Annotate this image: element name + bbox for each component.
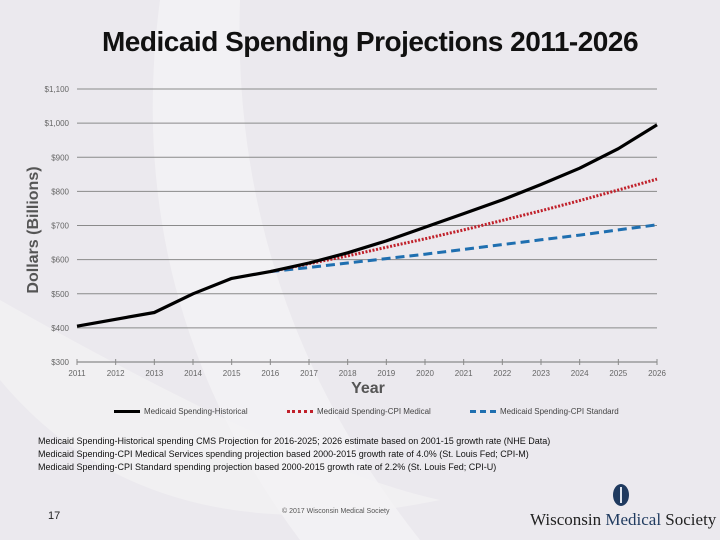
x-tick-label: 2014	[184, 369, 202, 378]
x-tick-label: 2026	[648, 369, 666, 378]
legend-swatch-dashed	[470, 410, 496, 413]
y-tick-label: $500	[51, 290, 69, 299]
note-line: Medicaid Spending-Historical spending CM…	[38, 436, 551, 446]
y-tick-label: $900	[51, 153, 69, 162]
legend-label: Medicaid Spending-CPI Medical	[317, 407, 431, 416]
x-tick-label: 2011	[68, 369, 86, 378]
series-line-medicaid-spending-historical	[76, 123, 658, 328]
x-tick-label: 2012	[107, 369, 125, 378]
copyright: © 2017 Wisconsin Medical Society	[282, 508, 390, 515]
y-axis-ticks: $300 $400 $500 $600 $700 $800 $900 $1,000 $1,100	[45, 85, 70, 367]
page-number: 17	[48, 510, 61, 522]
wisconsin-medical-society-logo: Wisconsin Medical Society	[525, 482, 716, 534]
y-tick-label: $400	[51, 324, 69, 333]
x-tick-label: 2025	[609, 369, 627, 378]
y-tick-label: $700	[51, 222, 69, 231]
x-tick-label: 2022	[493, 369, 511, 378]
legend-label: Medicaid Spending-CPI Standard	[500, 407, 619, 416]
y-tick-label: $1,000	[45, 119, 70, 128]
x-axis-label: Year	[351, 380, 385, 397]
caduceus-icon	[613, 484, 629, 506]
note-line: Medicaid Spending-CPI Medical Services s…	[38, 449, 529, 459]
logo-text-part: Medical	[605, 510, 662, 529]
chart-title: Medicaid Spending Projections 2011-2026	[101, 26, 639, 57]
x-tick-label: 2018	[339, 369, 357, 378]
x-tick-label: 2017	[300, 369, 318, 378]
x-tick-label: 2024	[571, 369, 589, 378]
x-tick-label: 2013	[145, 369, 163, 378]
y-tick-label: $1,100	[45, 85, 70, 94]
legend-label: Medicaid Spending-Historical	[144, 407, 248, 416]
x-axis: 2011 2012 2013 2014 2015 2016 2017 2018 2019 2020…	[68, 359, 666, 378]
legend-swatch-dotted	[287, 410, 313, 413]
y-tick-label: $600	[51, 256, 69, 265]
chart-legend: Medicaid Spending-Historical Medicaid Sp…	[0, 407, 720, 421]
series-line-medicaid-spending-cpi-medical	[269, 177, 658, 274]
source-notes: Medicaid Spending-Historical spending CM…	[38, 435, 550, 474]
logo-text-part: Wisconsin	[530, 510, 606, 529]
y-axis-label: Dollars (Billions)	[25, 166, 42, 294]
logo-text: Wisconsin Medical Society	[530, 510, 716, 530]
x-tick-label: 2019	[377, 369, 395, 378]
legend-swatch-solid	[114, 410, 140, 413]
x-tick-label: 2016	[261, 369, 279, 378]
series-line-medicaid-spending-cpi-standard	[270, 223, 658, 274]
x-tick-label: 2021	[455, 369, 473, 378]
x-tick-label: 2020	[416, 369, 434, 378]
legend-item-cpi-standard: Medicaid Spending-CPI Standard	[470, 407, 619, 416]
series-lines	[76, 123, 658, 328]
x-tick-label: 2015	[223, 369, 241, 378]
note-line: Medicaid Spending-CPI Standard spending …	[38, 462, 497, 472]
legend-item-cpi-medical: Medicaid Spending-CPI Medical	[287, 407, 431, 416]
logo-text-part: Society	[661, 510, 717, 529]
y-tick-label: $300	[51, 358, 69, 367]
line-chart: $300 $400 $500 $600 $700 $800 $900 $1,000 $1,100…	[45, 85, 667, 378]
y-tick-label: $800	[51, 187, 69, 196]
legend-item-historical: Medicaid Spending-Historical	[114, 407, 248, 416]
gridlines	[77, 88, 657, 329]
x-tick-label: 2023	[532, 369, 550, 378]
